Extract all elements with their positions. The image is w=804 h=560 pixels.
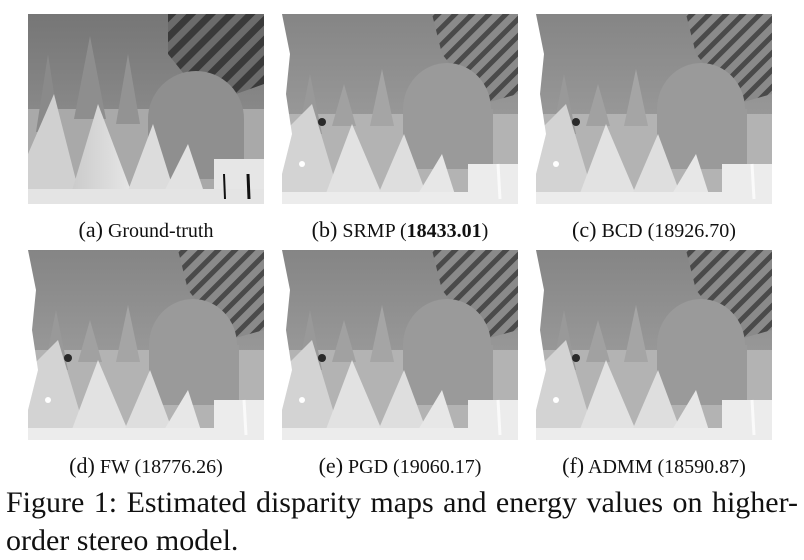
panel-caption-c: (c) BCD (18926.70) — [572, 217, 736, 243]
figure-caption: Figure 1: Estimated disparity maps and e… — [6, 484, 798, 560]
method-name: ADMM — [588, 456, 653, 478]
panel-label: (e) — [318, 453, 344, 478]
panel-label: (a) — [78, 217, 103, 242]
method-name: BCD — [601, 220, 643, 242]
energy-value: 18433.01 — [406, 220, 482, 242]
disparity-map-ground-truth — [28, 14, 264, 204]
panel-label: (d) — [69, 453, 95, 478]
disparity-map-srmp — [282, 14, 518, 204]
energy-value: 18776.26 — [141, 456, 217, 478]
disparity-map-pgd — [282, 250, 518, 440]
method-name: SRMP — [342, 220, 395, 242]
figure-caption-text: Estimated disparity maps and energy valu… — [6, 486, 798, 557]
panel-label: (f) — [562, 453, 585, 478]
energy-value: 19060.17 — [399, 456, 475, 478]
panel-caption-e: (e) PGD (19060.17) — [318, 453, 482, 479]
panel-caption-a: (a) Ground-truth — [16, 218, 276, 243]
panel-caption-d: (d) FW (18776.26) — [69, 453, 223, 479]
method-name: Ground-truth — [107, 220, 214, 242]
method-name: PGD — [348, 456, 389, 478]
disparity-map-bcd — [536, 14, 772, 204]
method-name: FW — [99, 456, 130, 478]
panel-label: (b) — [311, 217, 338, 242]
energy-value: 18926.70 — [654, 220, 730, 242]
panel-caption-f: (f) ADMM (18590.87) — [562, 453, 746, 479]
disparity-map-fw — [28, 250, 264, 440]
panel-caption-b: (b) SRMP (18433.01) — [311, 217, 489, 243]
figure-label: Figure 1: — [6, 486, 118, 519]
disparity-map-admm — [536, 250, 772, 440]
panel-label: (c) — [572, 217, 597, 242]
energy-value: 18590.87 — [664, 456, 740, 478]
